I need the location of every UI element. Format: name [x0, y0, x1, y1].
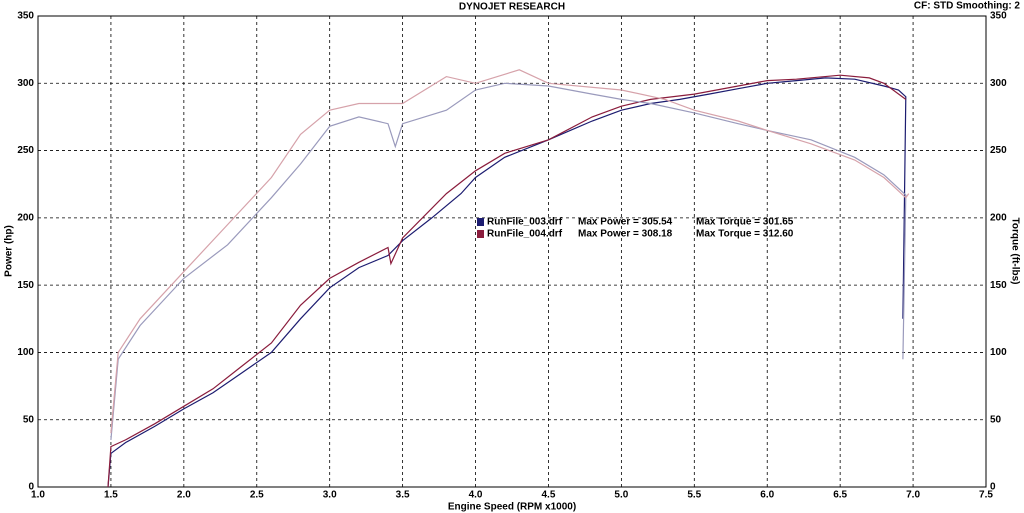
- legend-swatch: [477, 230, 484, 238]
- y2-tick-label: 200: [990, 212, 1007, 223]
- x-tick-label: 6.5: [833, 490, 847, 501]
- y-tick-label: 0: [28, 482, 34, 493]
- x-tick-label: 1.5: [104, 490, 118, 501]
- y2-tick-label: 250: [990, 145, 1007, 156]
- chart-title: DYNOJET RESEARCH: [459, 2, 565, 13]
- x-tick-label: 3.5: [396, 490, 410, 501]
- x-tick-label: 1.0: [31, 490, 45, 501]
- y2-tick-label: 350: [990, 11, 1007, 22]
- x-tick-label: 2.5: [250, 490, 264, 501]
- x-tick-label: 5.5: [687, 490, 701, 501]
- y2-tick-label: 100: [990, 347, 1007, 358]
- chart-subtitle: CF: STD Smoothing: 2: [914, 1, 1021, 12]
- x-tick-label: 7.5: [979, 490, 993, 501]
- legend-max-power: Max Power = 308.18: [578, 229, 673, 240]
- y-tick-label: 200: [17, 212, 34, 223]
- series-line: [107, 77, 907, 488]
- y2-tick-label: 0: [990, 482, 996, 493]
- legend-label: RunFile_004.drf: [487, 229, 563, 240]
- y2-tick-label: 300: [990, 78, 1007, 89]
- x-axis-label: Engine Speed (RPM x1000): [448, 502, 576, 513]
- y-axis-label: Power (hp): [4, 225, 15, 277]
- x-tick-label: 5.0: [614, 490, 628, 501]
- y-tick-label: 150: [17, 280, 34, 291]
- y-tick-label: 250: [17, 145, 34, 156]
- y-tick-label: 350: [17, 11, 34, 22]
- y-tick-label: 100: [17, 347, 34, 358]
- y-tick-label: 50: [23, 414, 35, 425]
- legend-max-torque: Max Torque = 301.65: [696, 217, 794, 228]
- x-tick-label: 4.5: [542, 490, 556, 501]
- plot-border: [37, 15, 987, 488]
- legend-max-power: Max Power = 305.54: [578, 217, 673, 228]
- y2-axis-label: Torque (ft-lbs): [1009, 217, 1020, 284]
- x-tick-label: 7.0: [906, 490, 920, 501]
- legend-label: RunFile_003.drf: [487, 217, 563, 228]
- series-line: [107, 74, 907, 488]
- x-tick-label: 3.0: [323, 490, 337, 501]
- legend-max-torque: Max Torque = 312.60: [696, 229, 794, 240]
- y2-tick-label: 150: [990, 280, 1007, 291]
- x-tick-label: 4.0: [469, 490, 483, 501]
- x-tick-label: 2.0: [177, 490, 191, 501]
- y-tick-label: 300: [17, 78, 34, 89]
- series-line: [110, 82, 907, 440]
- series-line: [110, 69, 910, 434]
- y2-tick-label: 50: [990, 414, 1002, 425]
- legend-swatch: [477, 218, 484, 226]
- x-tick-label: 6.0: [760, 490, 774, 501]
